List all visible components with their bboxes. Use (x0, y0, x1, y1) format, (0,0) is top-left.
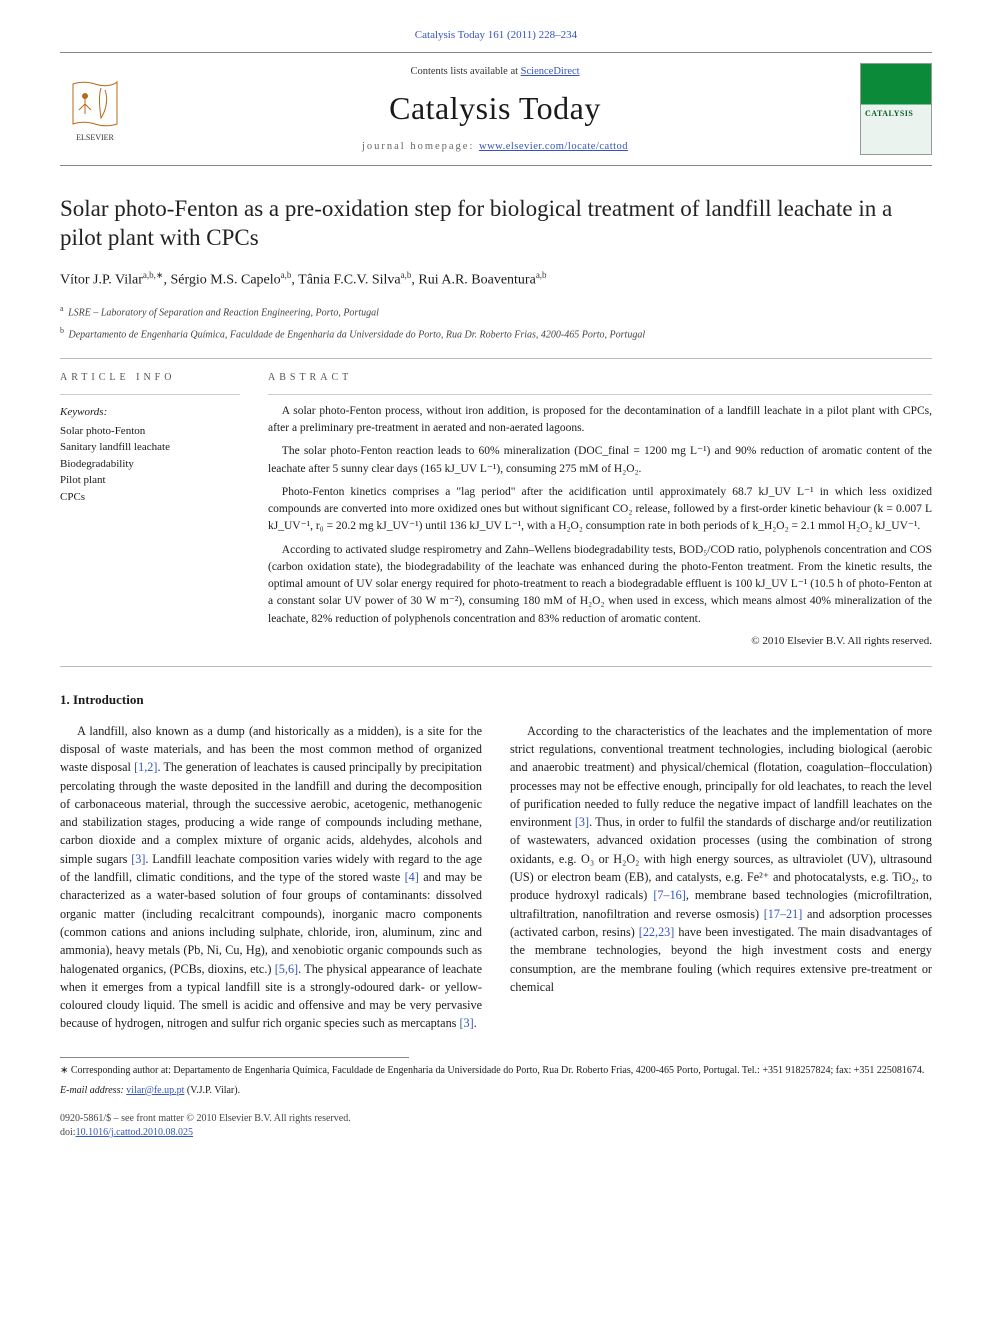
abstract-paragraph: A solar photo-Fenton process, without ir… (268, 403, 932, 438)
keyword-item: CPCs (60, 489, 240, 506)
publisher-name: ELSEVIER (76, 133, 114, 142)
section-title: Introduction (73, 692, 144, 707)
abstract-heading: ABSTRACT (268, 371, 932, 386)
body-paragraph: According to the characteristics of the … (510, 722, 932, 996)
affiliation-line: b Departamento de Engenharia Química, Fa… (60, 325, 932, 343)
masthead: ELSEVIER Contents lists available at Sci… (60, 52, 932, 166)
contents-available-line: Contents lists available at ScienceDirec… (130, 64, 860, 79)
journal-homepage-link[interactable]: www.elsevier.com/locate/cattod (479, 141, 628, 152)
cover-label: CATALYSIS (865, 108, 913, 120)
affiliation-line: a LSRE – Laboratory of Separation and Re… (60, 303, 932, 321)
contents-prefix: Contents lists available at (410, 66, 520, 77)
email-label: E-mail address: (60, 1085, 124, 1096)
journal-name: Catalysis Today (130, 85, 860, 131)
divider-rule-thin (60, 394, 240, 395)
abstract-copyright-line: © 2010 Elsevier B.V. All rights reserved… (268, 634, 932, 650)
section-heading-1: 1. Introduction (60, 691, 932, 710)
issn-line: 0920-5861/$ – see front matter © 2010 El… (60, 1112, 932, 1126)
article-info-heading: ARTICLE INFO (60, 371, 240, 386)
article-title: Solar photo-Fenton as a pre-oxidation st… (60, 194, 932, 253)
journal-homepage-line: journal homepage: www.elsevier.com/locat… (130, 139, 860, 154)
keywords-label: Keywords: (60, 405, 240, 421)
journal-cover-thumbnail: CATALYSIS (860, 63, 932, 155)
author-email-link[interactable]: vilar@fe.up.pt (126, 1085, 184, 1096)
divider-rule (60, 666, 932, 667)
doi-link[interactable]: 10.1016/j.cattod.2010.08.025 (76, 1127, 194, 1138)
abstract-body: A solar photo-Fenton process, without ir… (268, 403, 932, 628)
running-header-citation: Catalysis Today 161 (2011) 228–234 (60, 28, 932, 44)
divider-rule-thin (268, 394, 932, 395)
body-paragraph: A landfill, also known as a dump (and hi… (60, 722, 482, 1033)
keyword-item: Pilot plant (60, 472, 240, 489)
keyword-item: Solar photo-Fenton (60, 423, 240, 440)
footnote-rule (60, 1057, 409, 1058)
keyword-item: Biodegradability (60, 456, 240, 473)
body-two-column: A landfill, also known as a dump (and hi… (60, 722, 932, 1033)
publisher-logo: ELSEVIER (60, 69, 130, 149)
section-number: 1. (60, 692, 70, 707)
authors-line: Vítor J.P. Vilara,b,∗, Sérgio M.S. Capel… (60, 269, 932, 291)
front-matter-footer: 0920-5861/$ – see front matter © 2010 El… (60, 1112, 932, 1140)
doi-label: doi: (60, 1127, 76, 1138)
homepage-prefix: journal homepage: (362, 141, 479, 152)
email-footnote: E-mail address: vilar@fe.up.pt (V.J.P. V… (60, 1084, 932, 1098)
abstract-paragraph: The solar photo-Fenton reaction leads to… (268, 443, 932, 478)
abstract-paragraph: Photo-Fenton kinetics comprises a "lag p… (268, 484, 932, 536)
email-owner: (V.J.P. Vilar). (187, 1085, 240, 1096)
abstract-paragraph: According to activated sludge respiromet… (268, 542, 932, 628)
keyword-item: Sanitary landfill leachate (60, 439, 240, 456)
sciencedirect-link[interactable]: ScienceDirect (521, 66, 580, 77)
corresponding-author-footnote: ∗ Corresponding author at: Departamento … (60, 1064, 932, 1078)
divider-rule (60, 358, 932, 359)
